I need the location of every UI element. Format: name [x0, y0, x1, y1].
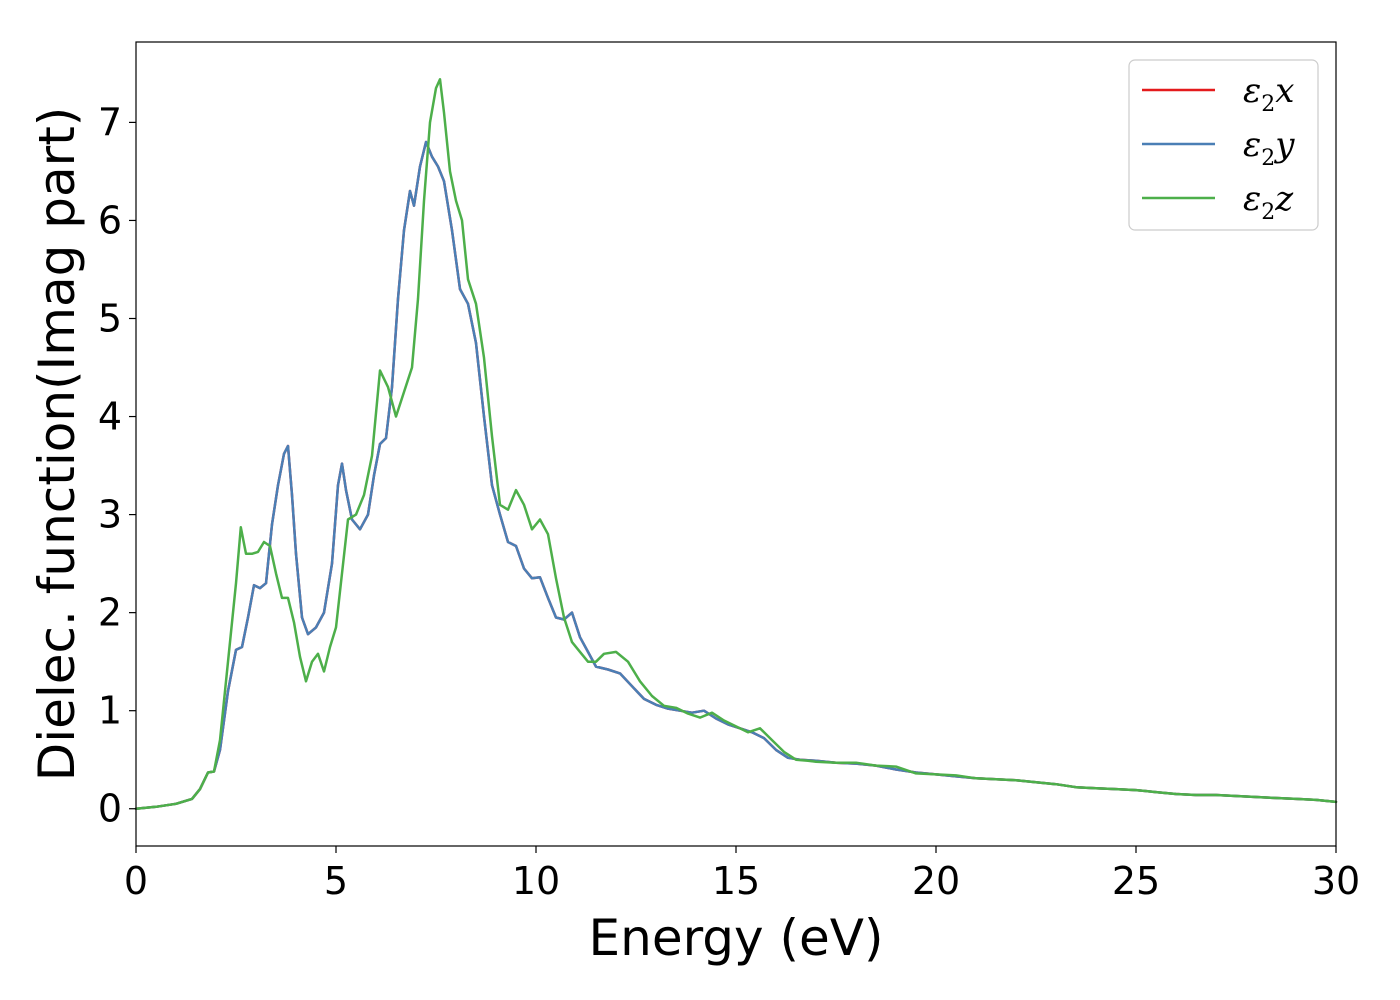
- y-axis-label: Dielec. function(Imag part): [28, 107, 86, 782]
- x-tick-label: 15: [712, 859, 760, 903]
- legend-label-y: ε2y: [1243, 125, 1295, 171]
- y-tick-label: 7: [98, 100, 122, 144]
- x-axis-label: Energy (eV): [589, 909, 884, 967]
- y-tick-label: 6: [98, 198, 122, 242]
- legend-label-x: ε2x: [1243, 71, 1294, 117]
- ticks-layer: 0 5 10 15 20 25 30 0 1 2 3 4 5 6 7: [98, 100, 1360, 903]
- x-tick-label: 0: [124, 859, 148, 903]
- x-tick-label: 10: [512, 859, 560, 903]
- x-tick-label: 30: [1312, 859, 1360, 903]
- y-tick-label: 2: [98, 591, 122, 635]
- y-tick-label: 4: [98, 395, 122, 439]
- x-tick-label: 25: [1112, 859, 1160, 903]
- y-tick-label: 3: [98, 493, 122, 537]
- y-tick-label: 5: [98, 296, 122, 340]
- y-tick-label: 0: [98, 787, 122, 831]
- legend-label-z: ε2z: [1243, 179, 1294, 225]
- series-line-z: [134, 78, 1338, 810]
- series-layer: [134, 78, 1338, 810]
- legend-box: [1128, 59, 1319, 231]
- x-tick-label: 20: [912, 859, 960, 903]
- legend: ε2x ε2y ε2z: [1128, 59, 1319, 231]
- y-tick-label: 1: [98, 689, 122, 733]
- x-tick-label: 5: [324, 859, 348, 903]
